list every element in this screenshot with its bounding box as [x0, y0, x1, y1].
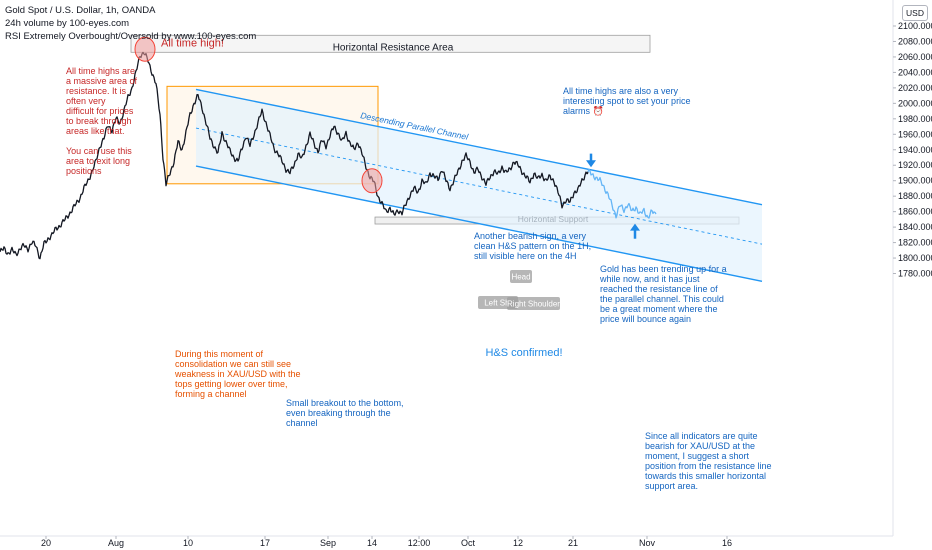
left-shoulder-label-text: Left Sh. — [484, 299, 512, 308]
y-tick-label-1920: 1920.000 — [898, 160, 932, 170]
y-tick-label-1820: 1820.000 — [898, 238, 932, 248]
x-tick-label-5: 14 — [367, 538, 377, 548]
x-tick-label-2: 10 — [183, 538, 193, 548]
y-tick-label-1900: 1900.000 — [898, 176, 932, 186]
x-tick-label-4: Sep — [320, 538, 336, 548]
rsi-indicator-label: RSI Extremely Overbought/Oversold by www… — [5, 31, 257, 42]
volume-indicator-label: 24h volume by 100-eyes.com — [5, 18, 130, 29]
y-tick-label-1840: 1840.000 — [898, 222, 932, 232]
highlight-circle-1 — [134, 36, 156, 62]
resistance-label: Horizontal Resistance Area — [333, 42, 454, 53]
channel-lower-line[interactable] — [195, 165, 763, 282]
x-tick-label-9: 21 — [568, 538, 578, 548]
x-tick-label-3: 17 — [260, 538, 270, 548]
y-axis-background — [893, 0, 932, 550]
arrow-2 — [630, 223, 640, 239]
channel-fill — [196, 89, 762, 282]
channel-upper-line[interactable] — [195, 88, 763, 206]
head-label-text: Head — [511, 273, 530, 282]
x-tick-label-7: Oct — [461, 538, 476, 548]
right-shoulder-label: Right Shoulder — [507, 297, 560, 310]
x-tick-label-1: Aug — [108, 538, 124, 548]
y-tick-label-2040: 2040.000 — [898, 67, 932, 77]
hs-note: Another bearish sign, a very clean H&S p… — [474, 231, 592, 261]
arrow-1 — [586, 153, 596, 168]
y-tick-label-2080: 2080.000 — [898, 36, 932, 46]
currency-button[interactable]: USD — [902, 5, 928, 21]
resistance-zone — [130, 34, 651, 53]
y-tick-label-1960: 1960.000 — [898, 129, 932, 139]
y-tick-label-1980: 1980.000 — [898, 114, 932, 124]
ath-note: All time highs are a massive area of res… — [66, 66, 138, 176]
short-note: Since all indicators are quite bearish f… — [645, 431, 772, 491]
x-tick-label-8: 12 — [513, 538, 523, 548]
alarm-note: All time highs are also a very interesti… — [563, 86, 691, 116]
y-tick-label-2020: 2020.000 — [898, 83, 932, 93]
consolidation-note: During this moment of consolidation we c… — [175, 349, 301, 399]
highlight-circle-2 — [361, 168, 383, 194]
y-tick-label-1860: 1860.000 — [898, 207, 932, 217]
y-tick-label-2060: 2060.000 — [898, 52, 932, 62]
x-tick-label-6: 12:00 — [408, 538, 431, 548]
price-projection — [587, 168, 657, 219]
y-tick-label-2100: 2100.000 — [898, 21, 932, 31]
x-tick-label-10: Nov — [639, 538, 656, 548]
y-tick-label-1800: 1800.000 — [898, 253, 932, 263]
channel-middle-line — [195, 127, 763, 245]
ath-label: All time high! — [161, 37, 224, 49]
head-label: Head — [510, 270, 532, 283]
y-tick-label-1780: 1780.000 — [898, 269, 932, 279]
right-shoulder-label-box — [507, 297, 560, 310]
right-shoulder-label-text: Right Shoulder — [507, 300, 560, 309]
hs-confirmed-label: H&S confirmed! — [485, 347, 562, 359]
y-tick-label-1880: 1880.000 — [898, 191, 932, 201]
x-tick-label-11: 16 — [722, 538, 732, 548]
y-tick-label-2000: 2000.000 — [898, 98, 932, 108]
y-tick-label-1940: 1940.000 — [898, 145, 932, 155]
head-label-box — [510, 270, 532, 283]
x-tick-label-0: 20 — [41, 538, 51, 548]
arrow-head-1 — [586, 160, 596, 168]
trend-note: Gold has been trending up for a while no… — [600, 264, 727, 324]
breakout-note: Small breakout to the bottom, even break… — [286, 398, 404, 428]
arrow-head-2 — [630, 223, 640, 231]
price-series — [0, 51, 589, 260]
chart-title: Gold Spot / U.S. Dollar, 1h, OANDA — [5, 5, 156, 16]
